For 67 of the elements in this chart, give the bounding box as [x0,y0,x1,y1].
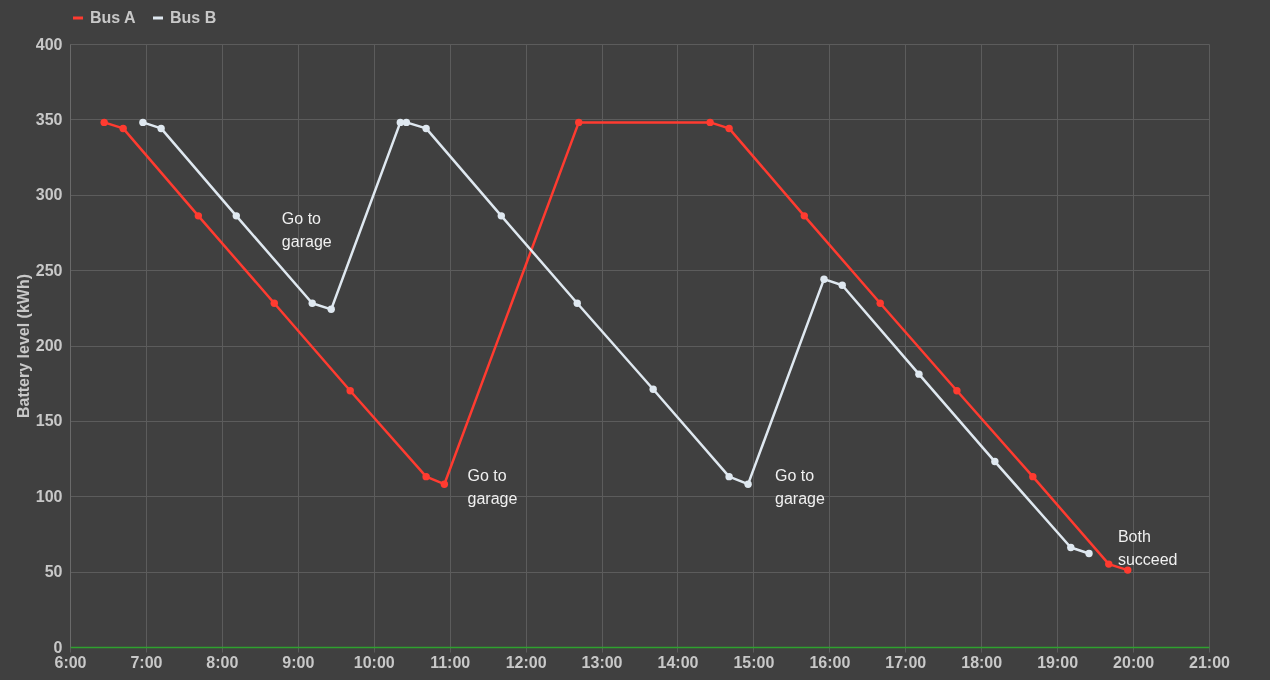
point [402,118,411,127]
point [744,480,752,488]
point [396,118,405,127]
annotation: Go to garage [467,466,518,507]
x-tick-label: 14:00 [657,653,699,671]
point [725,472,733,481]
annotation: Go to garage [775,466,825,507]
x-tick-label: 8:00 [206,653,239,671]
x-tick-label: 11:00 [430,653,471,671]
point [991,457,999,466]
point [440,480,449,488]
point [706,118,714,127]
point [838,281,846,289]
x-tick-label: 19:00 [1037,653,1079,671]
point [1105,560,1113,568]
legend-label: Bus B [170,9,217,26]
point [876,299,884,307]
annotation: Both succeed [1117,527,1178,568]
y-axis-title: Battery level (kWh) [14,273,32,419]
x-tick-label: 12:00 [505,653,547,671]
point [725,124,733,133]
y-tick-label: 150 [35,412,63,430]
x-tick-label: 7:00 [130,653,163,671]
y-tick-label: 200 [35,337,63,354]
x-tick-label: 6:00 [54,653,87,671]
point [915,370,923,378]
point [139,118,147,127]
point [327,305,335,314]
point [422,472,430,481]
point [575,118,583,127]
point [1124,566,1132,574]
x-tick-label: 20:00 [1113,653,1155,671]
point [232,212,240,220]
point [194,212,203,220]
y-tick-label: 250 [35,261,63,279]
y-tick-label: 50 [44,563,63,581]
point [270,299,278,307]
y-tick-label: 0 [53,638,63,656]
point [119,124,127,133]
point [1067,543,1075,552]
y-tick-label: 350 [35,110,63,128]
y-tick-label: 400 [35,35,63,53]
annotation: Go to garage [281,209,332,250]
point [157,124,165,133]
point [422,124,430,133]
x-tick-label: 17:00 [885,653,927,671]
x-tick-label: 10:00 [353,653,395,671]
point [800,212,808,220]
point [1085,549,1093,558]
point [1029,472,1037,481]
point [649,385,657,393]
point [820,275,828,283]
y-tick-label: 300 [35,186,63,204]
x-tick-label: 9:00 [282,653,315,671]
x-tick-label: 13:00 [581,653,623,671]
point [497,212,506,220]
point [100,118,108,127]
point [346,387,354,395]
point [573,299,581,307]
point [953,387,961,395]
x-tick-label: 21:00 [1189,653,1231,671]
x-tick-label: 18:00 [961,653,1003,671]
legend-label: Bus A [90,9,137,26]
x-tick-label: 15:00 [733,653,775,671]
x-tick-label: 16:00 [809,653,851,671]
y-tick-label: 100 [35,487,63,505]
point [308,299,316,307]
